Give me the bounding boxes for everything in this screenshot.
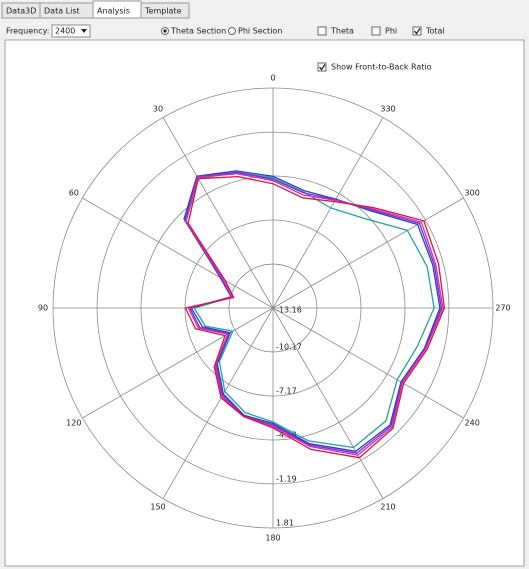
- r-tick-label: -10.17: [276, 342, 302, 351]
- theta-tick-label: 240: [465, 419, 480, 428]
- tab[interactable]: [140, 2, 190, 19]
- frequency-label: Frequency:: [6, 27, 49, 36]
- checkbox[interactable]: [317, 62, 327, 72]
- grid-spoke: [272, 197, 464, 309]
- frequency-dropdown[interactable]: [51, 24, 91, 38]
- grid-spoke: [272, 117, 384, 309]
- theta-tick-label: 270: [495, 304, 510, 313]
- check-mark: [413, 28, 421, 35]
- checkbox[interactable]: [371, 26, 381, 36]
- tab-label: Data3D: [6, 7, 36, 16]
- frequency-value: 2400: [55, 27, 75, 36]
- pattern-curve: [184, 175, 446, 459]
- checkbox[interactable]: [412, 26, 422, 36]
- checkbox-label: Total: [425, 27, 445, 36]
- checkbox-label: Show Front-to-Back Ratio: [331, 63, 432, 72]
- r-tick-label: 1.81: [276, 519, 294, 528]
- grid-spoke: [272, 307, 464, 419]
- theta-tick-label: 90: [38, 304, 48, 313]
- grid-spoke: [82, 307, 274, 419]
- r-tick-label: -7.17: [276, 387, 297, 396]
- checkbox-label: Theta: [330, 27, 354, 36]
- theta-tick-label: 150: [150, 503, 165, 512]
- grid-spoke: [162, 307, 274, 499]
- grid-spoke: [272, 307, 384, 499]
- theta-tick-label: 180: [265, 534, 280, 543]
- grid-spoke: [162, 117, 274, 309]
- theta-tick-label: 210: [380, 503, 395, 512]
- theta-tick-label: 330: [380, 104, 395, 113]
- radio-label: Theta Section: [170, 27, 226, 36]
- theta-tick-label: 0: [270, 74, 275, 83]
- checkbox[interactable]: [317, 26, 327, 36]
- grid-spoke: [82, 197, 274, 309]
- r-tick-label: -1.19: [276, 474, 297, 483]
- tab-label: Data List: [44, 7, 80, 16]
- theta-tick-label: 300: [465, 189, 480, 198]
- theta-tick-label: 30: [153, 104, 163, 113]
- theta-tick-label: 120: [66, 419, 81, 428]
- radio-dot: [163, 29, 167, 33]
- checkbox-label: Phi: [385, 27, 397, 36]
- theta-tick-label: 60: [69, 189, 79, 198]
- pattern-curve: [185, 173, 444, 456]
- tab-label: Analysis: [97, 7, 130, 16]
- r-tick-label: -13.16: [276, 306, 302, 315]
- dropdown-arrow: [81, 29, 87, 33]
- pattern-curve: [184, 171, 443, 454]
- radio-button[interactable]: [228, 27, 236, 35]
- radio-label: Phi Section: [238, 27, 282, 36]
- tab-label: Template: [144, 7, 182, 16]
- check-mark: [318, 64, 326, 71]
